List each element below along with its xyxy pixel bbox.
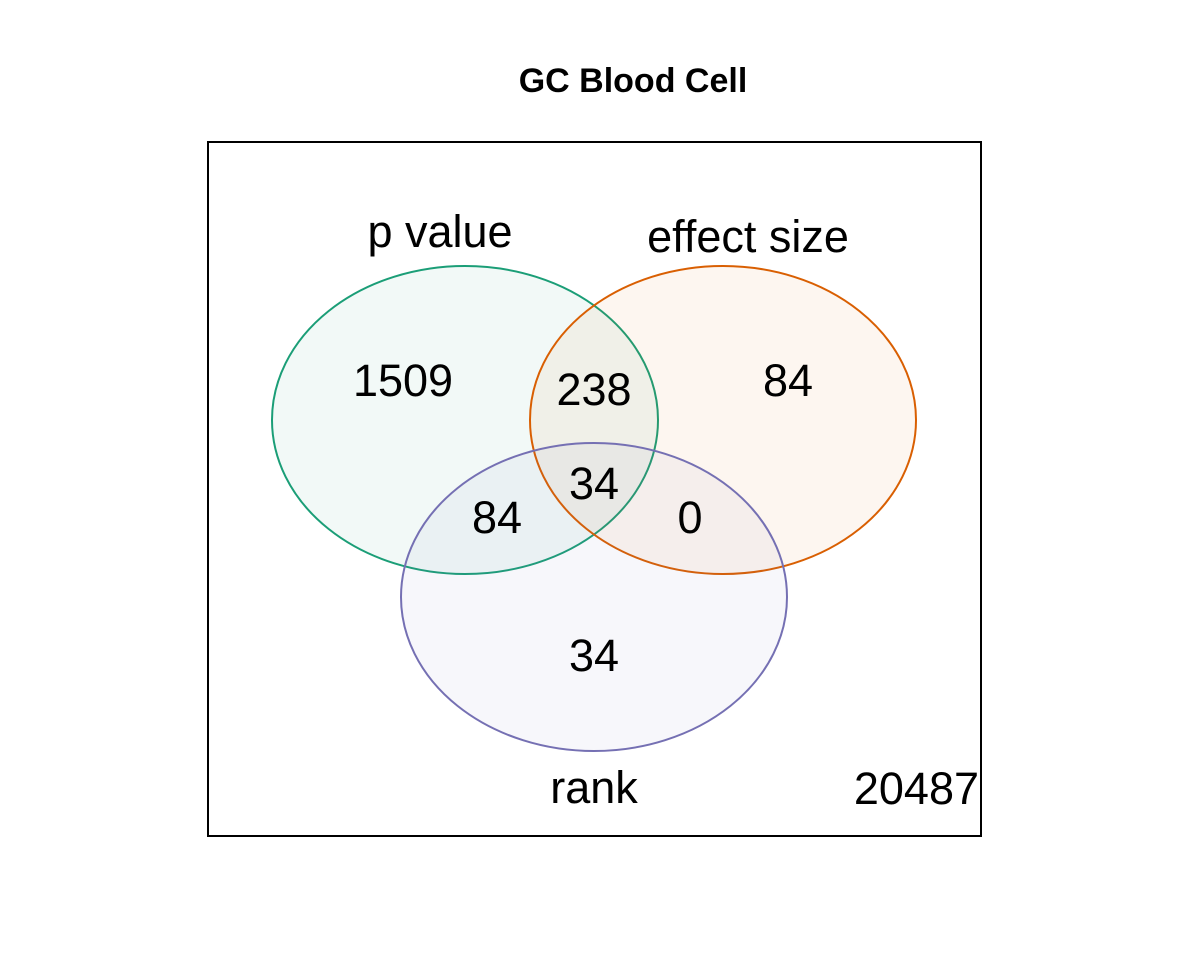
count-outside: 20487 bbox=[854, 763, 979, 814]
count-all-three: 34 bbox=[569, 458, 619, 509]
set-label-effect-size: effect size bbox=[647, 211, 849, 262]
count-rank-only: 34 bbox=[569, 630, 619, 681]
count-p-value-and-effect-size: 238 bbox=[556, 364, 631, 415]
count-p-value-only: 1509 bbox=[353, 355, 453, 406]
rank-circle bbox=[400, 442, 788, 752]
chart-title: GC Blood Cell bbox=[519, 62, 748, 100]
p-value-circle bbox=[271, 265, 659, 575]
effect-size-circle bbox=[529, 265, 917, 575]
count-effect-size-and-rank: 0 bbox=[677, 492, 702, 543]
count-p-value-and-rank: 84 bbox=[472, 492, 522, 543]
count-effect-size-only: 84 bbox=[763, 355, 813, 406]
set-label-p-value: p value bbox=[367, 206, 512, 257]
set-label-rank: rank bbox=[550, 762, 638, 813]
universe-box bbox=[207, 141, 982, 837]
